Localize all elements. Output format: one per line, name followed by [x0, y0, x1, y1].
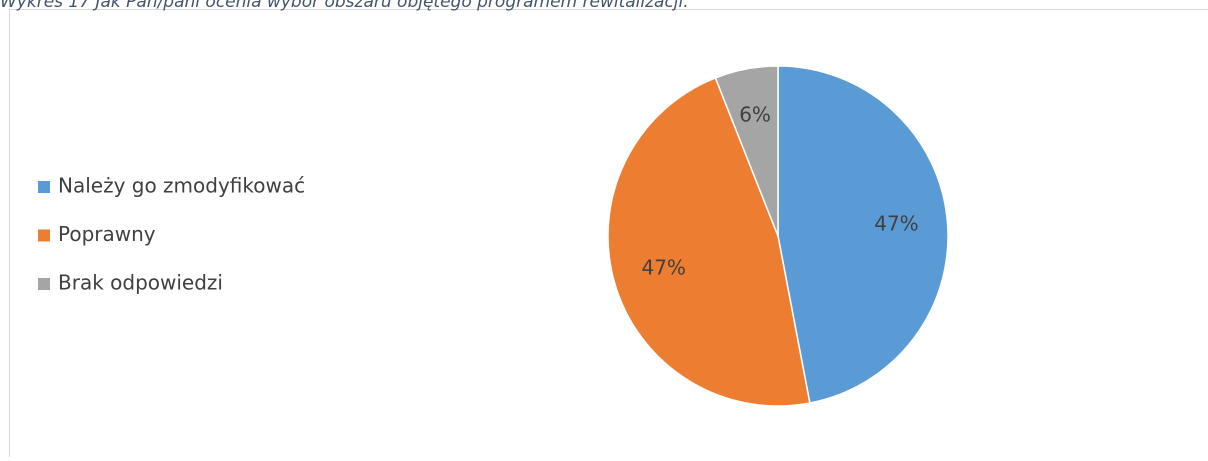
legend-label: Brak odpowiedzi	[58, 271, 223, 295]
legend-swatch	[38, 181, 50, 193]
chart-title: Wykres 17 Jak Pan/pani ocenia wybór obsz…	[0, 0, 689, 12]
data-label: 47%	[874, 211, 918, 235]
legend-label: Poprawny	[58, 222, 156, 246]
legend-swatch	[38, 278, 50, 290]
legend-swatch	[38, 230, 50, 242]
data-label: 6%	[739, 102, 771, 126]
legend-label: Należy go zmodyfikować	[58, 174, 305, 198]
data-label: 47%	[641, 256, 685, 280]
